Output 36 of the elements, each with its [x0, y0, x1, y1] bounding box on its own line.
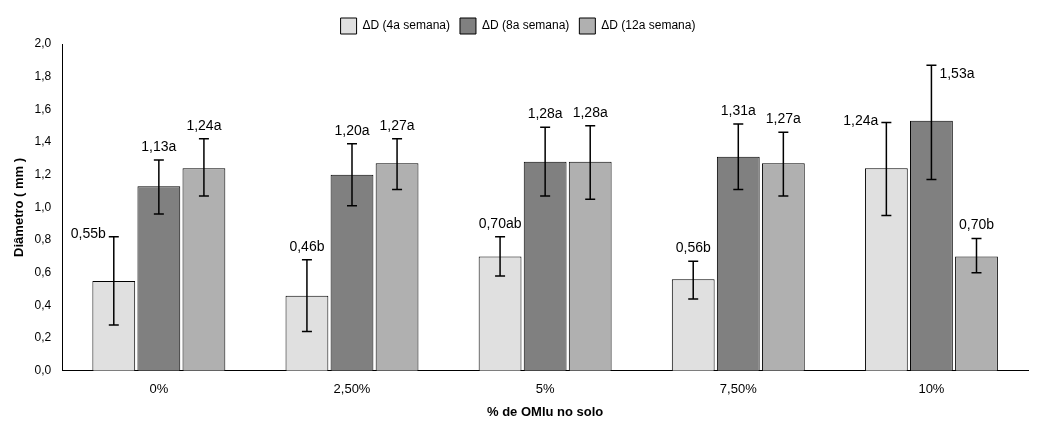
x-tick-label: 0% [149, 381, 169, 397]
y-tick-label: 1,0 [34, 199, 52, 214]
data-label: 1,28a [572, 103, 608, 120]
data-label: 0,56b [675, 239, 711, 256]
y-tick-label: 2,0 [34, 36, 52, 51]
y-tick-label: 0,0 [34, 363, 52, 378]
y-tick-label: 1,6 [34, 101, 52, 116]
x-tick-label: 10% [918, 381, 945, 397]
data-label: 1,27a [765, 110, 802, 127]
legend-label: ΔD (4a semana) [362, 18, 450, 33]
y-tick-label: 0,2 [34, 330, 52, 345]
y-tick-label: 1,2 [34, 167, 52, 182]
data-label: 1,13a [141, 137, 177, 154]
data-label: 1,24a [843, 112, 879, 129]
data-label: 1,20a [334, 121, 370, 138]
y-tick-label: 0,6 [34, 265, 52, 280]
y-tick-label: 0,8 [34, 232, 52, 247]
legend-label: ΔD (8a semana) [481, 18, 570, 33]
data-label: 1,53a [939, 64, 975, 81]
x-tick-label: 7,50% [719, 381, 758, 397]
legend-label: ΔD (12a semana) [601, 18, 696, 33]
data-label: 1,28a [527, 105, 563, 122]
x-tick-label: 5% [535, 381, 555, 397]
data-label: 1,24a [186, 116, 222, 133]
data-label: 0,70ab [478, 214, 522, 231]
data-label: 0,55b [70, 224, 106, 241]
y-tick-label: 1,8 [34, 68, 52, 83]
data-label: 1,31a [720, 101, 757, 118]
x-axis-title: % de OMlu no solo [487, 403, 604, 419]
y-tick-label: 0,4 [34, 297, 52, 312]
y-axis-title: Diâmetro ( mm ) [11, 157, 27, 257]
x-tick-label: 2,50% [333, 381, 371, 397]
data-label: 0,70b [958, 216, 995, 233]
data-label: 1,27a [379, 116, 415, 133]
data-label: 0,46b [289, 237, 325, 254]
y-tick-label: 1,4 [34, 134, 52, 149]
